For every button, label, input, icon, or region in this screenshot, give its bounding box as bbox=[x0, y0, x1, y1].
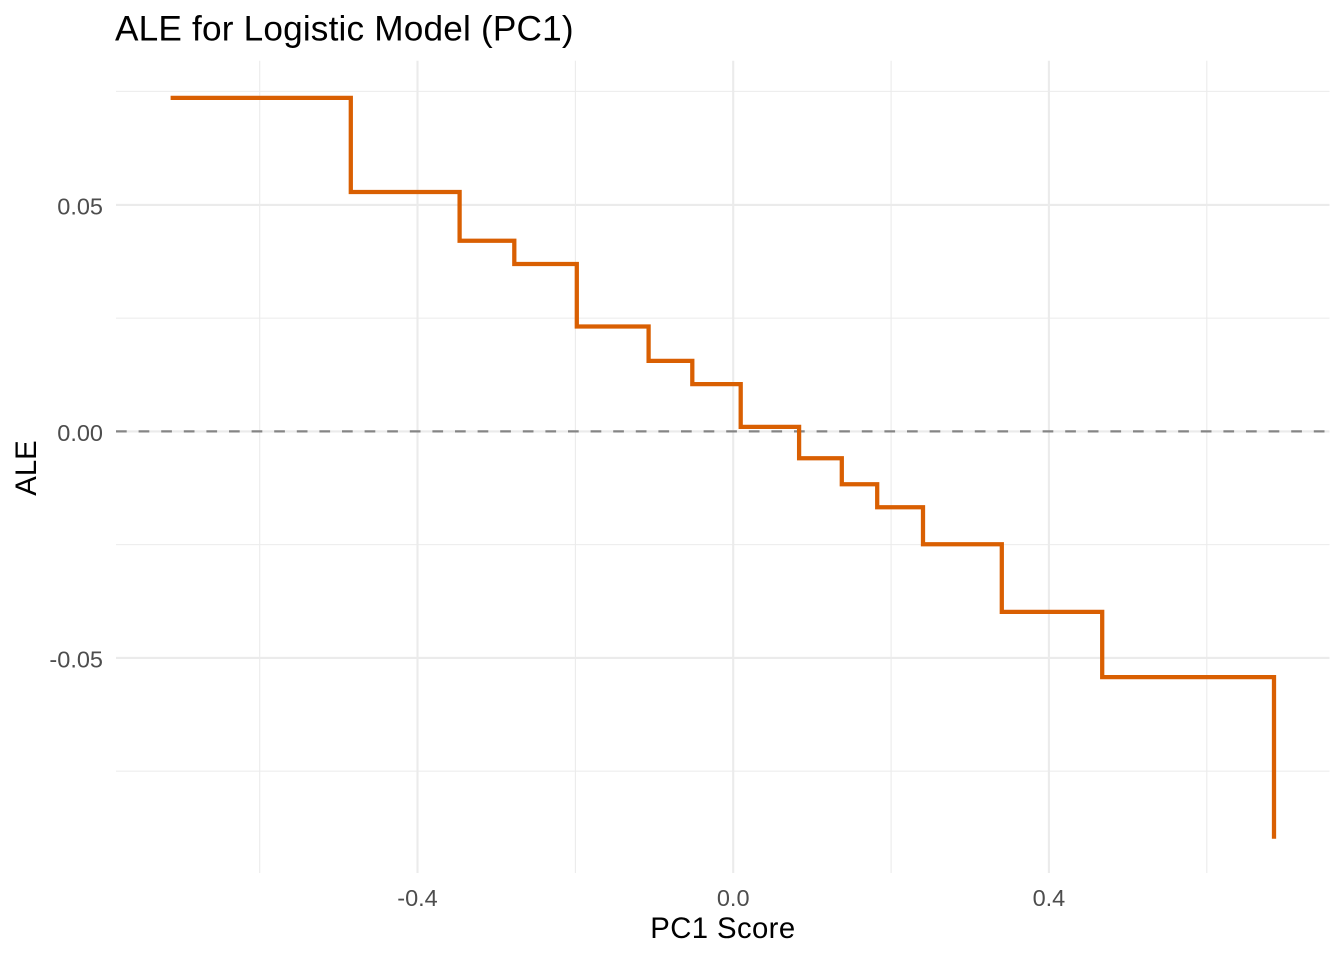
svg-text:-0.4: -0.4 bbox=[397, 885, 438, 911]
svg-text:0.00: 0.00 bbox=[57, 420, 103, 446]
svg-text:0.4: 0.4 bbox=[1033, 885, 1066, 911]
svg-text:ALE for Logistic Model (PC1): ALE for Logistic Model (PC1) bbox=[115, 10, 574, 49]
svg-text:0.05: 0.05 bbox=[57, 193, 103, 219]
svg-text:0.0: 0.0 bbox=[717, 885, 750, 911]
svg-text:-0.05: -0.05 bbox=[49, 646, 103, 672]
svg-text:PC1 Score: PC1 Score bbox=[650, 912, 795, 945]
svg-text:ALE: ALE bbox=[10, 440, 43, 495]
